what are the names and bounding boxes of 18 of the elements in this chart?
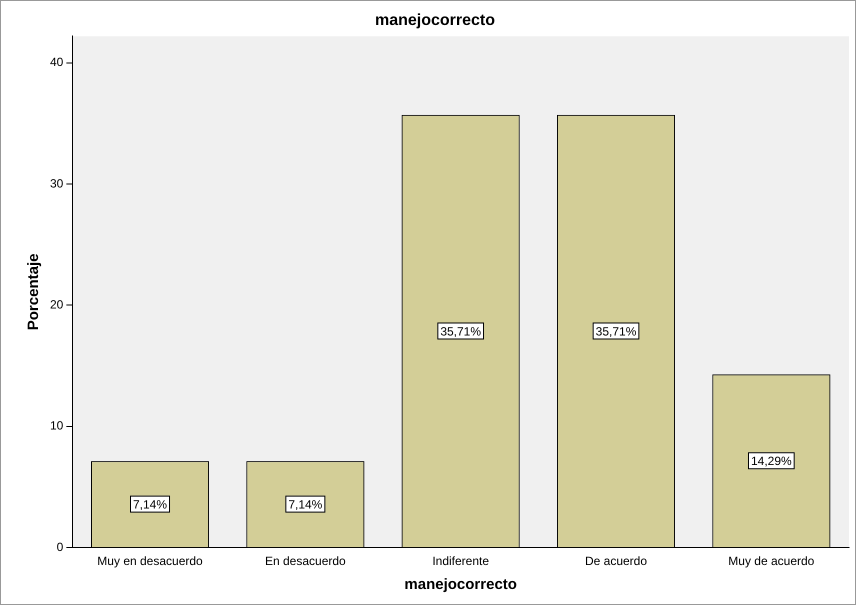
y-tick-label: 30 — [50, 176, 64, 190]
y-tick-label: 20 — [50, 298, 64, 312]
data-label: 7,14% — [132, 497, 168, 512]
y-tick-label: 40 — [50, 55, 64, 70]
x-tick-label: De acuerdo — [584, 554, 648, 568]
data-label: 35,71% — [440, 324, 482, 338]
chart-title: manejocorrecto — [374, 12, 496, 30]
x-tick-label: Muy en desacuerdo — [97, 554, 204, 568]
y-tick-label: 0 — [56, 540, 64, 554]
x-tick-label: Indiferente — [432, 554, 490, 568]
data-label: 14,29% — [750, 454, 792, 468]
data-label: 7,14% — [288, 497, 323, 512]
x-tick-label: Muy de acuerdo — [728, 554, 815, 568]
x-tick-label: En desacuerdo — [264, 554, 346, 568]
data-label: 35,71% — [596, 324, 637, 338]
y-tick-label: 10 — [50, 418, 64, 433]
x-axis-title: manejocorrecto — [404, 576, 517, 594]
y-axis-title: Porcentaje — [25, 254, 42, 330]
